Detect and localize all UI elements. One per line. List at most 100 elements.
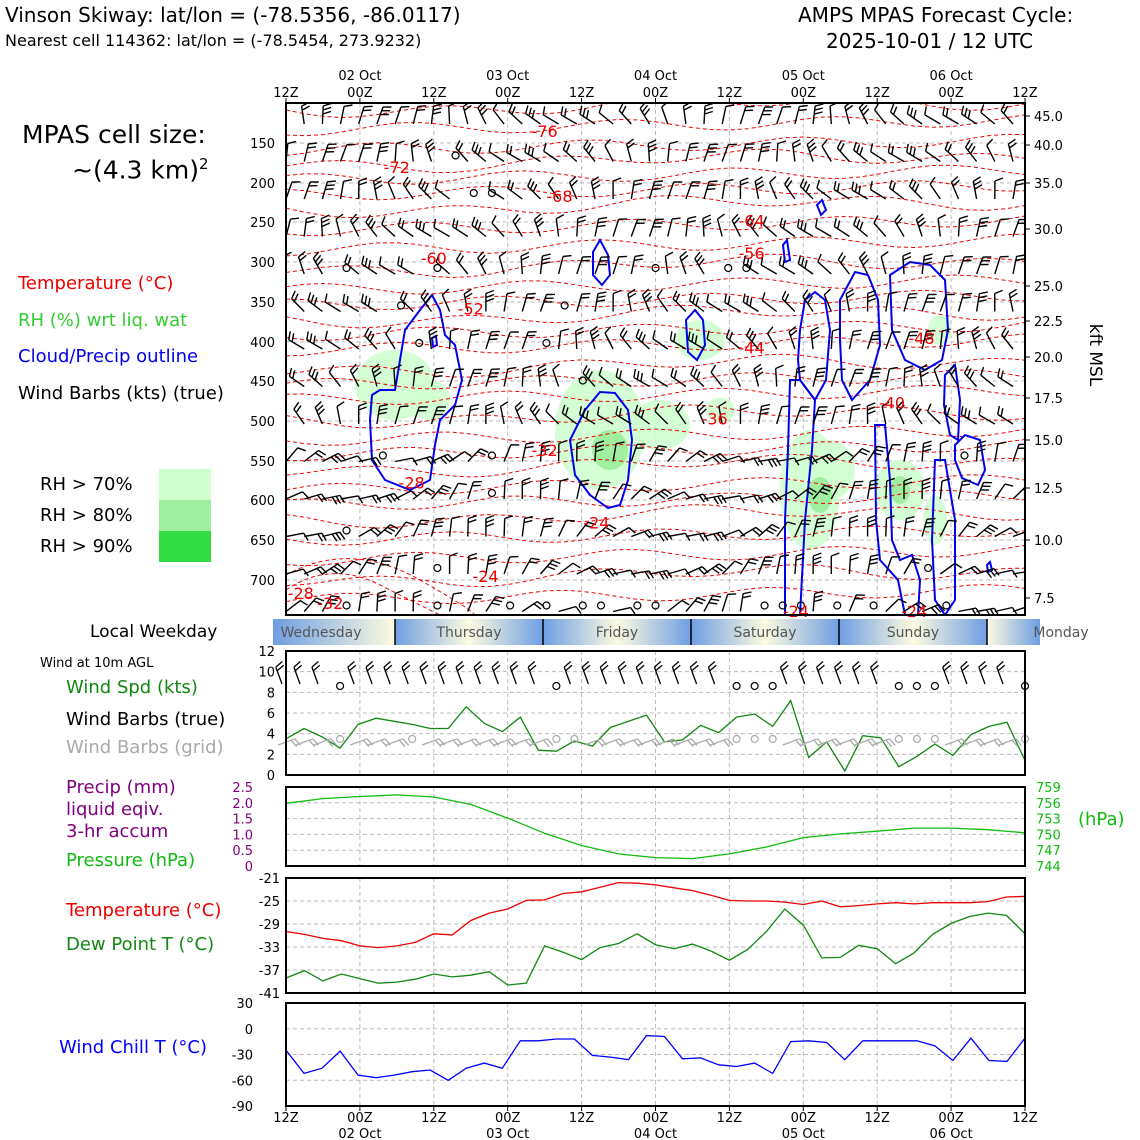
wind-barb (812, 517, 827, 537)
barb-layer (286, 103, 1025, 615)
wind-barb (1012, 178, 1025, 200)
wind-barb (288, 331, 305, 350)
wind-barb (321, 180, 336, 200)
wind-barb (633, 368, 650, 388)
wind-barb (721, 178, 734, 200)
wind-barb (344, 254, 360, 275)
pressure-tick-label: 300 (250, 256, 275, 271)
wind-barb (514, 400, 524, 425)
wind-barb (638, 738, 662, 748)
pressure-ytick-label: 744 (1036, 860, 1061, 875)
wind-barb (760, 256, 778, 275)
wind-barb (539, 477, 550, 500)
bottom-time-tick-label: 12Z (1012, 1111, 1038, 1126)
wind-barb (833, 218, 850, 238)
wind-barb (641, 288, 653, 312)
calm-wind-circle (433, 601, 442, 610)
weekday-label-saturday: Saturday (733, 625, 796, 641)
wind-barb (685, 142, 699, 162)
wind-barb (866, 368, 882, 387)
wind-barb (796, 218, 814, 238)
wind-barb (555, 213, 565, 237)
wind-barb (812, 406, 828, 425)
bottom-date-label: 02 Oct (338, 1127, 381, 1140)
wind-barb (617, 661, 627, 685)
wind-barb (703, 180, 718, 200)
precip-ytick-label: 2.0 (232, 797, 253, 812)
surface-ytick-label: 0 (267, 769, 275, 784)
wind-barb (612, 441, 625, 462)
wind-barb (507, 179, 523, 200)
wind-barb (625, 138, 635, 162)
wind-barb (509, 661, 519, 685)
calm-wind-circle (633, 601, 642, 610)
wind-barb (779, 661, 789, 685)
wind-barb (903, 365, 914, 387)
wind-barb (297, 250, 307, 275)
wind-barb (685, 597, 706, 612)
wind-barb (439, 738, 464, 748)
calm-wind-circle (542, 338, 551, 348)
rh-key-80: RH > 80% (40, 505, 133, 526)
wind-barb (547, 176, 560, 200)
top-time-tick-label: 00Z (495, 86, 521, 101)
wind-barb (393, 364, 402, 387)
wind-barb (836, 140, 850, 162)
wind-barb (776, 554, 789, 575)
temperature-contour-label: -60 (421, 249, 447, 268)
wind-barb (679, 250, 689, 275)
wind-barb (731, 213, 742, 237)
wind-barb (998, 738, 1022, 748)
wind-barb (956, 326, 966, 350)
windchill-line (285, 1034, 1026, 1082)
wind-barb (903, 292, 918, 312)
wind-barb (412, 553, 424, 575)
rh-key-70: RH > 70% (40, 474, 133, 495)
temperature-label-text: -64 (738, 211, 764, 230)
wind-barb (731, 363, 742, 387)
temp-legend-temperature: Temperature (°C) (66, 900, 222, 921)
wind-barb (994, 527, 1018, 538)
surface-panel: 0 2 4 6 8 10 12 (258, 645, 1030, 784)
wind-barb (848, 403, 861, 425)
windchill-ytick-label: 0 (245, 1023, 253, 1038)
wind-barb (342, 293, 360, 313)
wind-barb (434, 179, 451, 200)
wind-barb (903, 557, 922, 575)
calm-wind-circle (732, 681, 741, 691)
wind-barb (467, 594, 484, 612)
calm-wind-circle (378, 451, 387, 460)
legend-cloud: Cloud/Precip outline (18, 346, 199, 367)
temperature-contour-label: -72 (384, 158, 410, 177)
kft-tick-label: 12.5 (1034, 482, 1063, 497)
wind-barb (867, 445, 886, 462)
cell-size-line1: MPAS cell size: (22, 120, 206, 149)
wind-barb (870, 143, 887, 163)
wind-barb (739, 143, 755, 162)
wind-barb (873, 215, 887, 237)
wind-barb (467, 552, 478, 575)
wind-barb (794, 487, 817, 500)
temperature-contour-label: -48 (908, 329, 934, 348)
temperature-contour (286, 453, 1025, 478)
wind-barb (812, 103, 824, 125)
pressure-tick-label: 550 (250, 455, 275, 470)
wind-barb (739, 558, 759, 575)
kft-tick-label: 7.5 (1034, 592, 1055, 607)
wind-barb (431, 453, 455, 465)
wind-barb (648, 180, 664, 200)
wind-barb (694, 251, 705, 275)
wind-barb (448, 592, 462, 612)
wind-barb (848, 515, 859, 537)
wind-barb (530, 738, 554, 748)
wind-barb (667, 599, 690, 613)
wind-barb (303, 181, 319, 200)
wind-barb (604, 326, 614, 350)
calm-wind-circle (506, 601, 515, 610)
wind-barb (357, 402, 367, 425)
wind-barb (503, 291, 516, 312)
wind-barb (776, 490, 800, 500)
pressure-ytick-label: 750 (1036, 828, 1061, 843)
wind-barb (615, 368, 632, 388)
wind-barb (488, 143, 505, 163)
